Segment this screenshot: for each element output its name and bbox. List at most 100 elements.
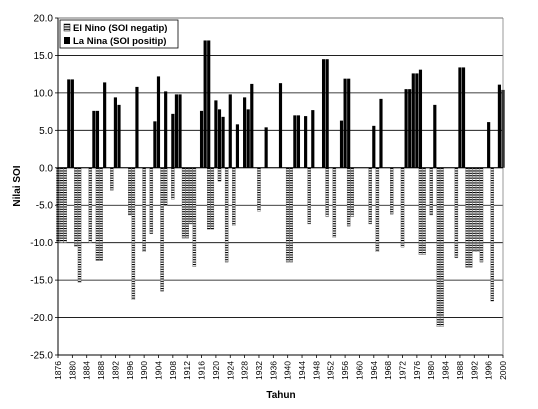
el-nino-bar <box>160 167 164 292</box>
el-nino-bar <box>59 167 64 243</box>
x-tick-label: 1924 <box>225 361 235 380</box>
la-nina-bar <box>321 59 326 168</box>
el-nino-bar <box>472 167 477 252</box>
el-nino-bar <box>285 167 290 263</box>
x-tick-label: 1944 <box>297 361 307 380</box>
axes <box>57 17 504 356</box>
x-tick-label: 1984 <box>441 361 451 380</box>
la-nina-bar <box>461 67 466 168</box>
y-tick-labels: 20.0 15.0 10.0 5.0 0.0 -5.0 -10.0 -15.0 -20.0 -25… <box>30 14 58 362</box>
x-tick-label: 1952 <box>326 361 336 380</box>
el-nino-bar <box>77 167 82 283</box>
x-tick-label: 1988 <box>455 361 465 380</box>
x-tick-label: 1968 <box>383 361 393 380</box>
el-nino-bar <box>131 167 136 300</box>
el-nino-bar <box>440 167 444 327</box>
y-tick-label: 15.0 <box>34 51 54 62</box>
la-nina-bar <box>228 94 232 168</box>
el-nino-bar <box>189 167 193 225</box>
la-nina-bar <box>117 104 121 168</box>
la-nina-bar <box>135 86 139 168</box>
el-nino-bar <box>429 167 433 216</box>
el-nino-bar <box>257 167 261 212</box>
la-nina-bar <box>214 100 218 168</box>
la-nina-bar <box>325 59 329 168</box>
la-nina-bar <box>379 98 383 168</box>
legend-swatch-la-nina <box>64 37 70 44</box>
el-nino-bar <box>192 167 197 267</box>
el-nino-bar <box>149 167 154 234</box>
x-tick-label: 1996 <box>484 361 494 380</box>
el-nino-bar <box>346 167 351 227</box>
plot-background <box>58 18 503 355</box>
el-nino-bar <box>95 167 100 261</box>
el-nino-bar <box>185 167 189 239</box>
la-nina-bar <box>246 109 250 168</box>
la-nina-bar <box>372 125 376 168</box>
la-nina-bar <box>497 84 501 168</box>
y-tick-label: 0.0 <box>39 163 53 174</box>
el-nino-bar <box>418 167 423 255</box>
legend: El Nino (SOI negatip) La Nina (SOI posit… <box>59 19 179 49</box>
la-nina-bar <box>217 109 222 168</box>
x-tick-label: 1976 <box>412 361 422 380</box>
la-nina-bar <box>264 127 268 168</box>
la-nina-bar <box>408 89 412 168</box>
la-nina-bar <box>199 110 204 168</box>
y-tick-label: 10.0 <box>34 88 54 99</box>
la-nina-bar <box>164 91 168 168</box>
el-nino-bar <box>422 167 426 255</box>
la-nina-bar <box>243 97 247 168</box>
y-axis-title: Nilai SOI <box>12 165 23 206</box>
x-tick-label: 1956 <box>340 361 350 380</box>
la-nina-bar <box>296 115 301 168</box>
el-nino-bar <box>479 167 484 263</box>
y-tick-label: 5.0 <box>39 126 53 137</box>
el-nino-bar <box>110 167 114 191</box>
x-tick-label: 1948 <box>311 361 321 380</box>
la-nina-bar <box>415 73 419 168</box>
y-tick-label: 20.0 <box>34 14 54 25</box>
el-nino-bar <box>465 167 469 268</box>
el-nino-bar <box>375 167 380 252</box>
el-nino-bar <box>224 167 229 263</box>
la-nina-bar <box>347 78 351 168</box>
la-nina-bar <box>250 83 254 168</box>
la-nina-bar <box>70 79 74 168</box>
la-nina-bar <box>203 40 207 168</box>
la-nina-bar <box>95 110 100 168</box>
x-tick-label: 1940 <box>283 361 293 380</box>
x-tick-label: 1928 <box>240 361 250 380</box>
la-nina-bar <box>207 40 211 168</box>
el-nino-bar <box>163 167 168 206</box>
x-tick-label: 1900 <box>139 361 149 380</box>
legend-box <box>59 19 179 49</box>
la-nina-bar <box>235 124 240 168</box>
x-tick-label: 1904 <box>153 361 163 380</box>
legend-label-el-nino: El Nino (SOI negatip) <box>73 23 167 34</box>
la-nina-bar <box>174 94 179 168</box>
la-nina-bar <box>293 115 297 168</box>
el-nino-bar <box>171 167 175 200</box>
el-nino-bar <box>217 167 222 182</box>
la-nina-bar <box>343 78 347 168</box>
el-nino-bar <box>142 167 146 252</box>
y-tick-label: -20.0 <box>30 313 53 324</box>
la-nina-bar <box>92 110 96 168</box>
la-nina-bar <box>418 69 423 168</box>
la-nina-bar <box>278 83 283 168</box>
el-nino-bar <box>454 167 459 258</box>
el-nino-bar <box>128 167 132 216</box>
el-nino-bar <box>350 167 355 217</box>
la-nina-bar <box>411 73 415 168</box>
y-tick-label: -5.0 <box>36 201 54 212</box>
la-nina-bar <box>433 104 437 168</box>
el-nino-bar <box>181 167 186 239</box>
x-tick-label: 2000 <box>498 361 508 380</box>
la-nina-bar <box>113 97 117 168</box>
la-nina-bar <box>103 82 107 168</box>
x-tick-label: 1884 <box>82 361 92 380</box>
x-tick-label: 1876 <box>53 361 63 380</box>
el-nino-bar <box>289 167 293 263</box>
